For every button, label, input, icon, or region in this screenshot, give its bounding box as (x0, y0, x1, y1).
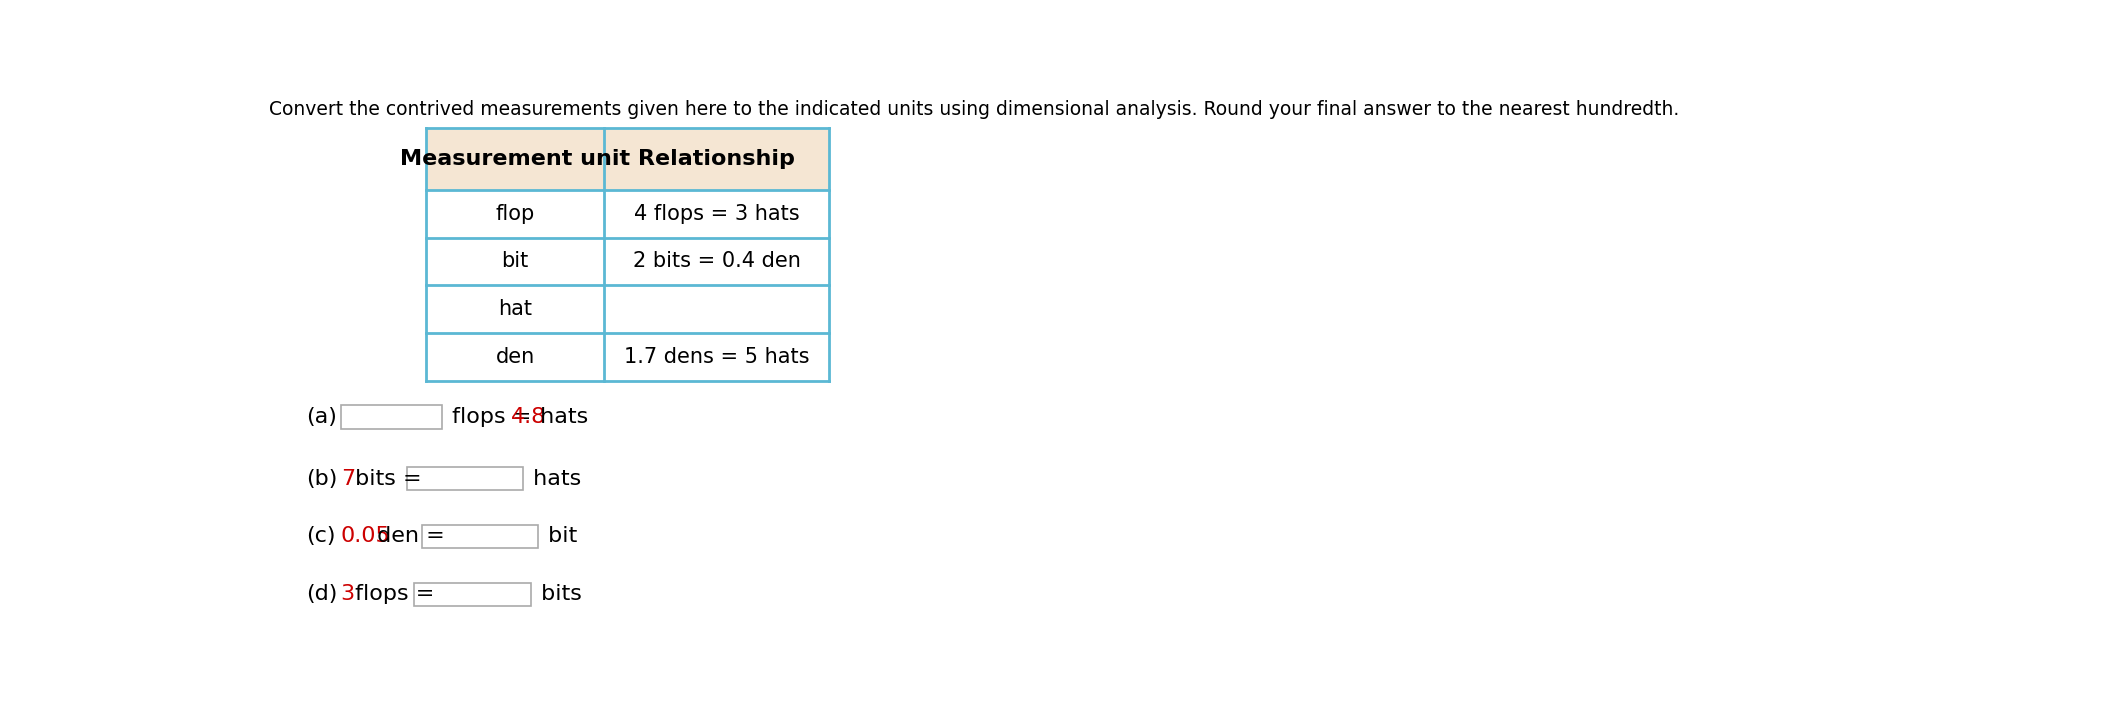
Text: (b): (b) (305, 468, 337, 488)
Text: flops =: flops = (444, 407, 539, 427)
Text: hats: hats (526, 468, 581, 488)
Text: Measurement unit: Measurement unit (400, 149, 630, 169)
Bar (341, 405, 442, 429)
Text: bits =: bits = (347, 468, 430, 488)
Text: bit: bit (541, 526, 577, 546)
Text: 2 bits = 0.4 den: 2 bits = 0.4 den (632, 251, 800, 271)
Text: flop: flop (495, 204, 535, 223)
Text: 0.05: 0.05 (341, 526, 390, 546)
Text: bit: bit (501, 251, 529, 271)
Bar (425, 286, 830, 333)
Text: hats: hats (533, 407, 588, 427)
Bar (425, 190, 830, 238)
Text: hat: hat (499, 299, 533, 319)
Text: den: den (495, 347, 535, 367)
Bar (425, 238, 830, 286)
Text: 3: 3 (341, 584, 356, 604)
Bar (415, 583, 531, 606)
Bar (425, 333, 830, 381)
Text: 7: 7 (341, 468, 356, 488)
Text: (a): (a) (305, 407, 337, 427)
Bar (604, 128, 830, 190)
Bar (421, 525, 537, 548)
Text: 4 flops = 3 hats: 4 flops = 3 hats (634, 204, 800, 223)
Text: 1.7 dens = 5 hats: 1.7 dens = 5 hats (623, 347, 809, 367)
Bar (406, 467, 522, 490)
Text: Relationship: Relationship (638, 149, 796, 169)
Text: bits: bits (533, 584, 581, 604)
Text: flops =: flops = (347, 584, 442, 604)
Text: (d): (d) (305, 584, 337, 604)
Text: 4.8: 4.8 (512, 407, 545, 427)
Text: (c): (c) (305, 526, 335, 546)
Text: den =: den = (371, 526, 453, 546)
Bar (425, 128, 604, 190)
Text: Convert the contrived measurements given here to the indicated units using dimen: Convert the contrived measurements given… (270, 100, 1681, 119)
